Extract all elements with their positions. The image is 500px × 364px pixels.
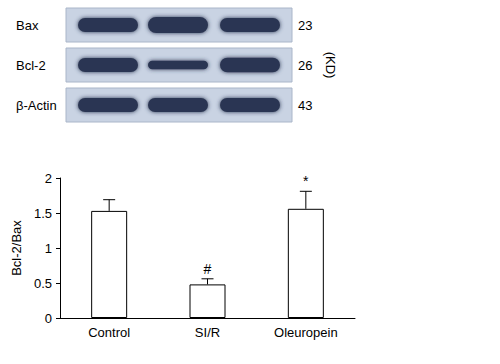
svg-text:Bcl-2/Bax: Bcl-2/Bax [9,220,24,276]
svg-text:#: # [204,261,212,277]
svg-text:Oleuropein: Oleuropein [274,325,338,340]
svg-text:Control: Control [88,325,130,340]
svg-text:0: 0 [45,311,52,326]
svg-text:26: 26 [298,58,312,73]
svg-text:1: 1 [45,241,52,256]
svg-text:β-Actin: β-Actin [16,98,57,113]
svg-text:Bcl-2: Bcl-2 [16,58,46,73]
svg-text:1.5: 1.5 [34,206,52,221]
svg-text:(KD): (KD) [323,52,338,79]
svg-text:43: 43 [298,98,312,113]
svg-text:*: * [303,173,309,189]
svg-text:0.5: 0.5 [34,276,52,291]
svg-text:23: 23 [298,18,312,33]
svg-text:SI/R: SI/R [195,325,220,340]
svg-text:2: 2 [45,171,52,186]
svg-text:Bax: Bax [16,18,39,33]
